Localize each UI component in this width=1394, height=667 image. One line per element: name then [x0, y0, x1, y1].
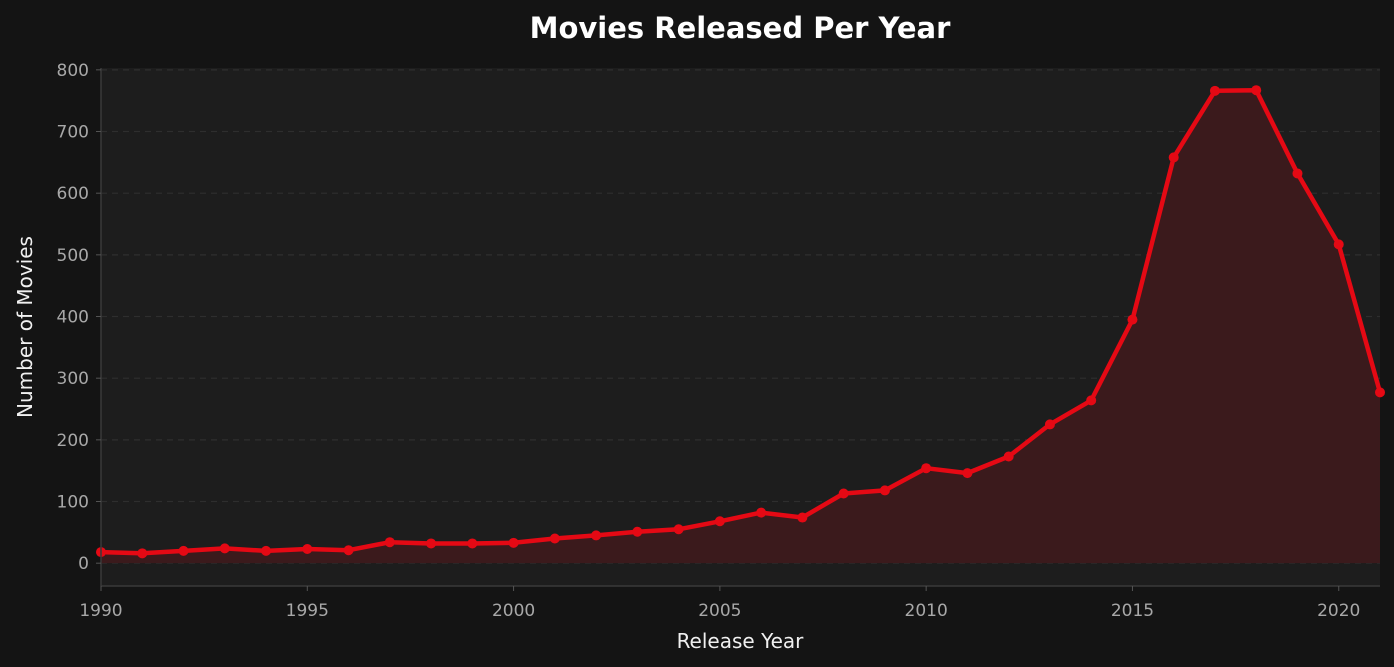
- data-point-2009: [879, 485, 890, 496]
- y-axis-label: Number of Movies: [13, 236, 37, 418]
- y-tick-label: 0: [78, 554, 89, 574]
- data-points: [96, 85, 1385, 559]
- area-fill-shape: [101, 90, 1380, 564]
- x-tick-label: 1990: [79, 601, 122, 621]
- y-tick-label: 200: [57, 431, 89, 451]
- y-tick-label: 100: [57, 493, 89, 513]
- data-point-1992: [178, 545, 189, 556]
- series-line: [100, 87, 1383, 556]
- data-point-1993: [219, 543, 230, 554]
- data-point-2001: [549, 533, 560, 544]
- data-point-2020: [1333, 239, 1344, 250]
- y-tick-label: 500: [57, 246, 89, 266]
- data-point-2007: [797, 512, 808, 523]
- y-tick-label: 400: [57, 308, 89, 328]
- y-tick-label: 600: [57, 184, 89, 204]
- data-point-2013: [1044, 419, 1055, 430]
- data-point-2012: [1003, 451, 1014, 462]
- data-point-2021: [1375, 387, 1385, 398]
- data-point-2008: [838, 488, 849, 499]
- data-point-1996: [343, 545, 354, 556]
- data-point-2006: [756, 507, 767, 518]
- data-point-2019: [1292, 168, 1303, 179]
- data-point-1998: [426, 538, 437, 549]
- area-fill: [101, 90, 1380, 564]
- data-point-2014: [1086, 395, 1097, 406]
- data-point-2016: [1168, 152, 1179, 163]
- y-ticks: 0 100 200 300 400 500 600 700 800: [57, 61, 101, 574]
- data-point-2011: [962, 468, 973, 479]
- data-point-2018: [1251, 85, 1262, 96]
- data-point-1994: [261, 545, 272, 556]
- y-tick-label: 700: [57, 123, 89, 143]
- data-point-2005: [714, 516, 725, 527]
- data-point-1999: [467, 538, 478, 549]
- x-tick-label: 2005: [698, 601, 741, 621]
- data-point-1997: [384, 537, 395, 548]
- y-tick-label: 800: [57, 61, 89, 81]
- data-point-2003: [632, 526, 643, 537]
- chart-title: Movies Released Per Year: [530, 11, 952, 45]
- data-point-2004: [673, 524, 684, 535]
- data-point-1991: [137, 548, 148, 559]
- data-point-2015: [1127, 314, 1138, 325]
- x-tick-label: 2020: [1317, 601, 1360, 621]
- x-tick-label: 2010: [905, 601, 948, 621]
- y-tick-label: 300: [57, 369, 89, 389]
- data-point-2017: [1209, 85, 1220, 96]
- x-tick-label: 2000: [492, 601, 535, 621]
- data-point-2002: [591, 530, 602, 541]
- data-point-2010: [921, 463, 932, 474]
- x-tick-label: 1995: [286, 601, 329, 621]
- data-point-2000: [508, 537, 519, 548]
- x-ticks: 1990 1995 2000 2005 2010 2015 2020: [79, 586, 1360, 621]
- data-point-1995: [302, 544, 313, 554]
- series-line-path: [100, 87, 1383, 556]
- x-axis-label: Release Year: [677, 629, 805, 653]
- x-tick-label: 2015: [1111, 601, 1154, 621]
